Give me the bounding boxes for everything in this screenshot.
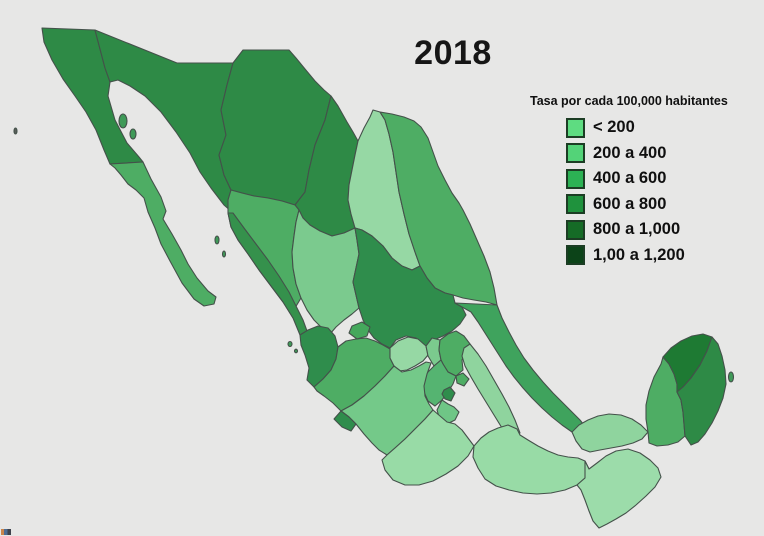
state-san-luis-potosi	[352, 227, 467, 349]
state-tlaxcala	[455, 372, 470, 387]
island-guadalupe	[13, 127, 18, 135]
legend-item-label: 800 a 1,000	[593, 220, 681, 239]
legend-title: Tasa por cada 100,000 habitantes	[530, 94, 728, 108]
state-tabasco	[571, 413, 649, 453]
island-cozumel	[727, 371, 735, 383]
state-colima	[333, 410, 357, 432]
state-chiapas	[576, 448, 662, 529]
state-cdmx	[441, 386, 456, 402]
state-oaxaca	[472, 424, 590, 495]
legend-swatch-icon	[566, 117, 585, 138]
state-zacatecas	[291, 209, 360, 335]
legend-item: 800 a 1,000	[566, 217, 762, 243]
legend-item: < 200	[566, 115, 762, 141]
island-gulf-islet-1	[214, 235, 220, 245]
state-aguascalientes	[348, 321, 371, 340]
island-marias-1	[287, 340, 293, 348]
legend-item-label: 600 a 800	[593, 194, 667, 213]
legend-swatch-icon	[566, 168, 585, 189]
legend-item-label: 1,00 a 1,200	[593, 245, 685, 264]
states-layer	[13, 27, 735, 529]
legend-item: 400 a 600	[566, 166, 762, 192]
legend-swatch-icon	[566, 219, 585, 240]
legend-item: 200 a 400	[566, 141, 762, 167]
state-quintana-roo	[676, 336, 727, 446]
legend-item: 600 a 800	[566, 192, 762, 218]
legend-swatch-icon	[566, 143, 585, 164]
island-marias-2	[293, 348, 299, 354]
legend-swatch-icon	[566, 194, 585, 215]
corner-artifact-icon	[1, 529, 11, 535]
state-guerrero	[381, 409, 475, 486]
state-baja-california-sur	[109, 161, 217, 307]
island-tiburon	[118, 113, 128, 129]
island-angel-de-la-guarda	[129, 128, 137, 140]
island-gulf-islet-2	[221, 250, 227, 258]
legend-item: 1,00 a 1,200	[566, 243, 762, 269]
legend-item-label: 200 a 400	[593, 143, 667, 162]
map-year-title: 2018	[414, 34, 492, 72]
legend-rows: < 200 200 a 400 400 a 600 600 a 800 800 …	[530, 115, 762, 268]
legend-item-label: < 200	[593, 118, 635, 137]
legend-swatch-icon	[566, 245, 585, 266]
legend: Tasa por cada 100,000 habitantes < 200 2…	[530, 94, 762, 268]
legend-item-label: 400 a 600	[593, 169, 667, 188]
